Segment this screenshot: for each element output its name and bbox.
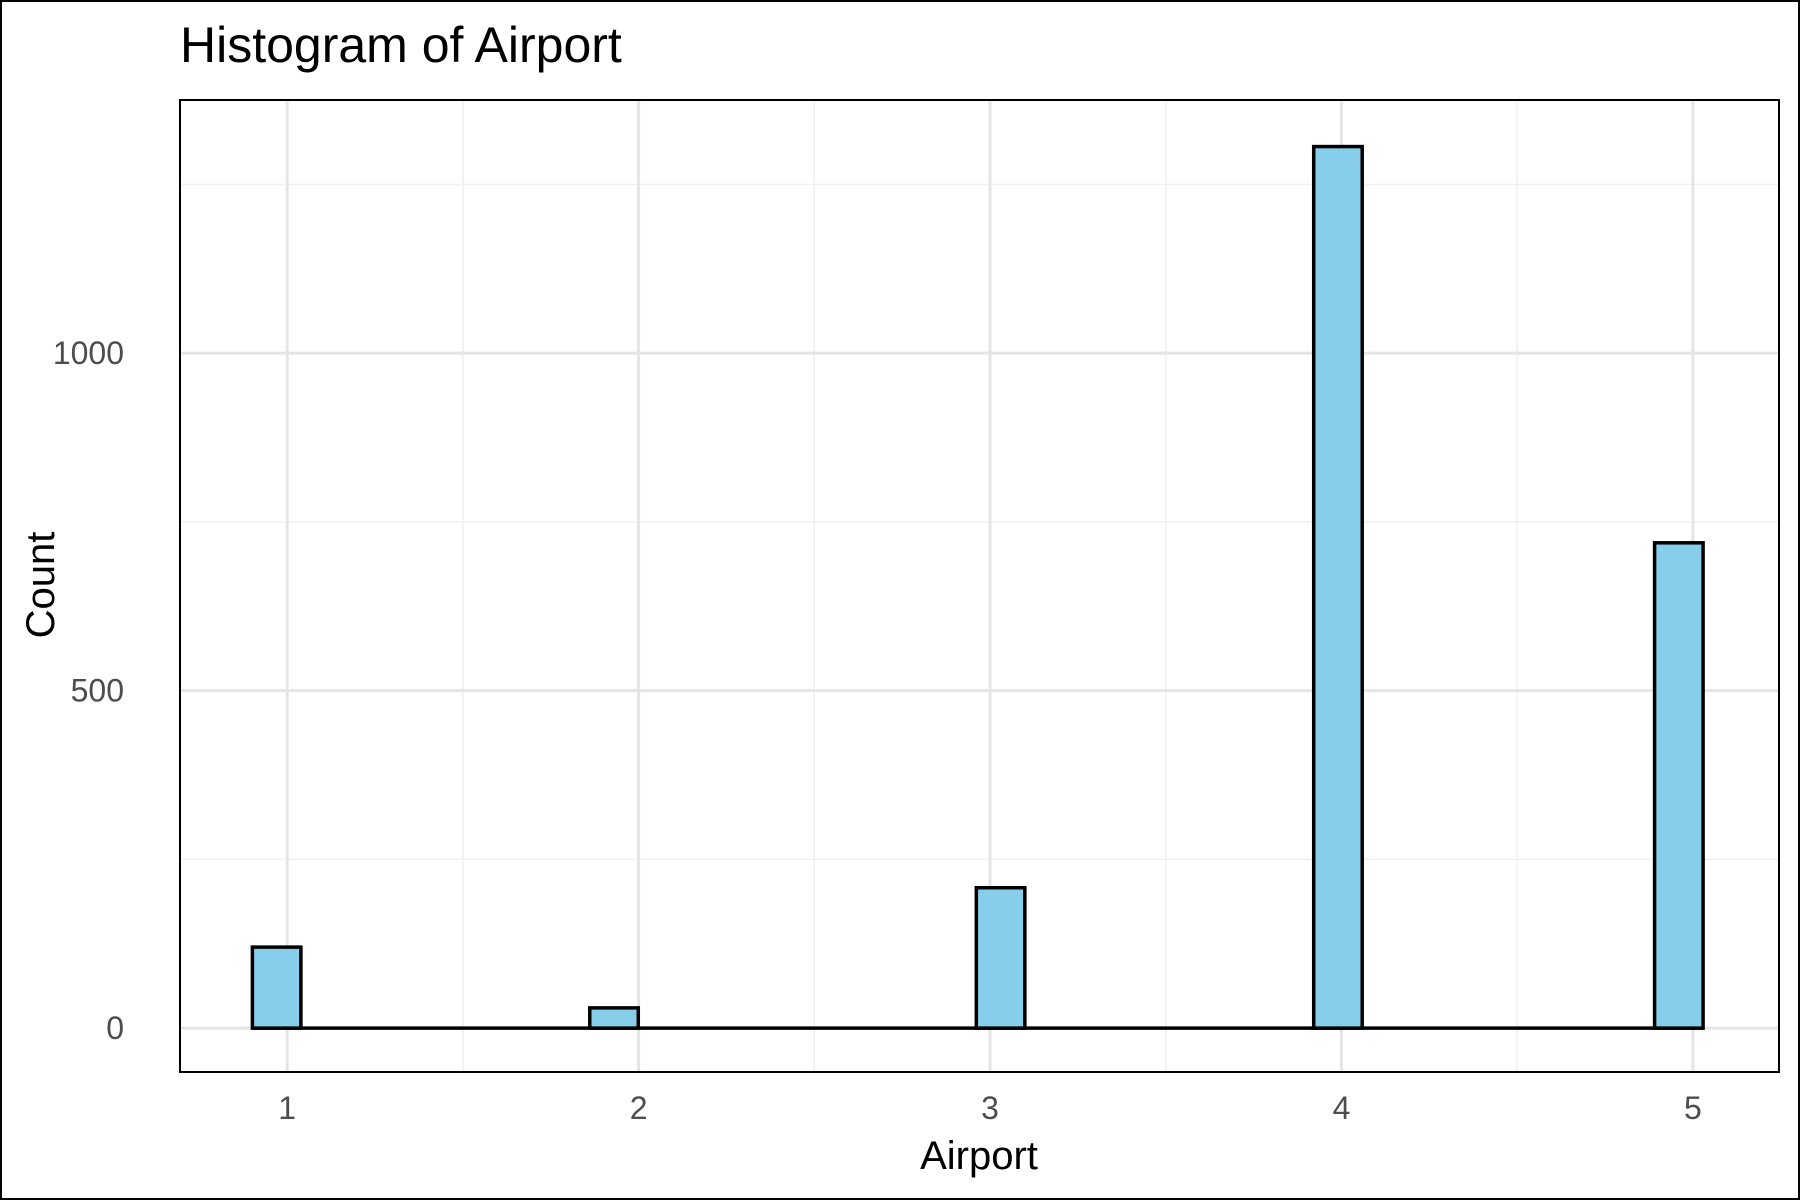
x-tick-label: 5 [1684, 1090, 1702, 1126]
histogram-bar-4 [1311, 144, 1364, 1030]
histogram-bar-3 [974, 885, 1027, 1030]
x-tick-label: 3 [981, 1090, 999, 1126]
x-tick-label: 1 [278, 1090, 296, 1126]
plot-panel-border [179, 99, 1780, 1073]
bars-group [250, 144, 1705, 1030]
y-axis-label: Count [19, 532, 63, 639]
x-tick-label: 2 [630, 1090, 648, 1126]
y-axis-ticks: 0 500 1000 [53, 335, 124, 1046]
x-axis-label: Airport [920, 1134, 1038, 1178]
y-tick-label: 0 [106, 1010, 124, 1046]
chart-title: Histogram of Airport [180, 17, 622, 73]
y-tick-label: 500 [71, 673, 124, 709]
x-tick-label: 4 [1333, 1090, 1351, 1126]
histogram-bar-1 [250, 945, 303, 1030]
x-axis-ticks: 1 2 3 4 5 [278, 1090, 1702, 1126]
histogram-bar-2 [588, 1006, 641, 1030]
y-tick-label: 1000 [53, 335, 124, 371]
histogram-bar-5 [1652, 541, 1705, 1030]
